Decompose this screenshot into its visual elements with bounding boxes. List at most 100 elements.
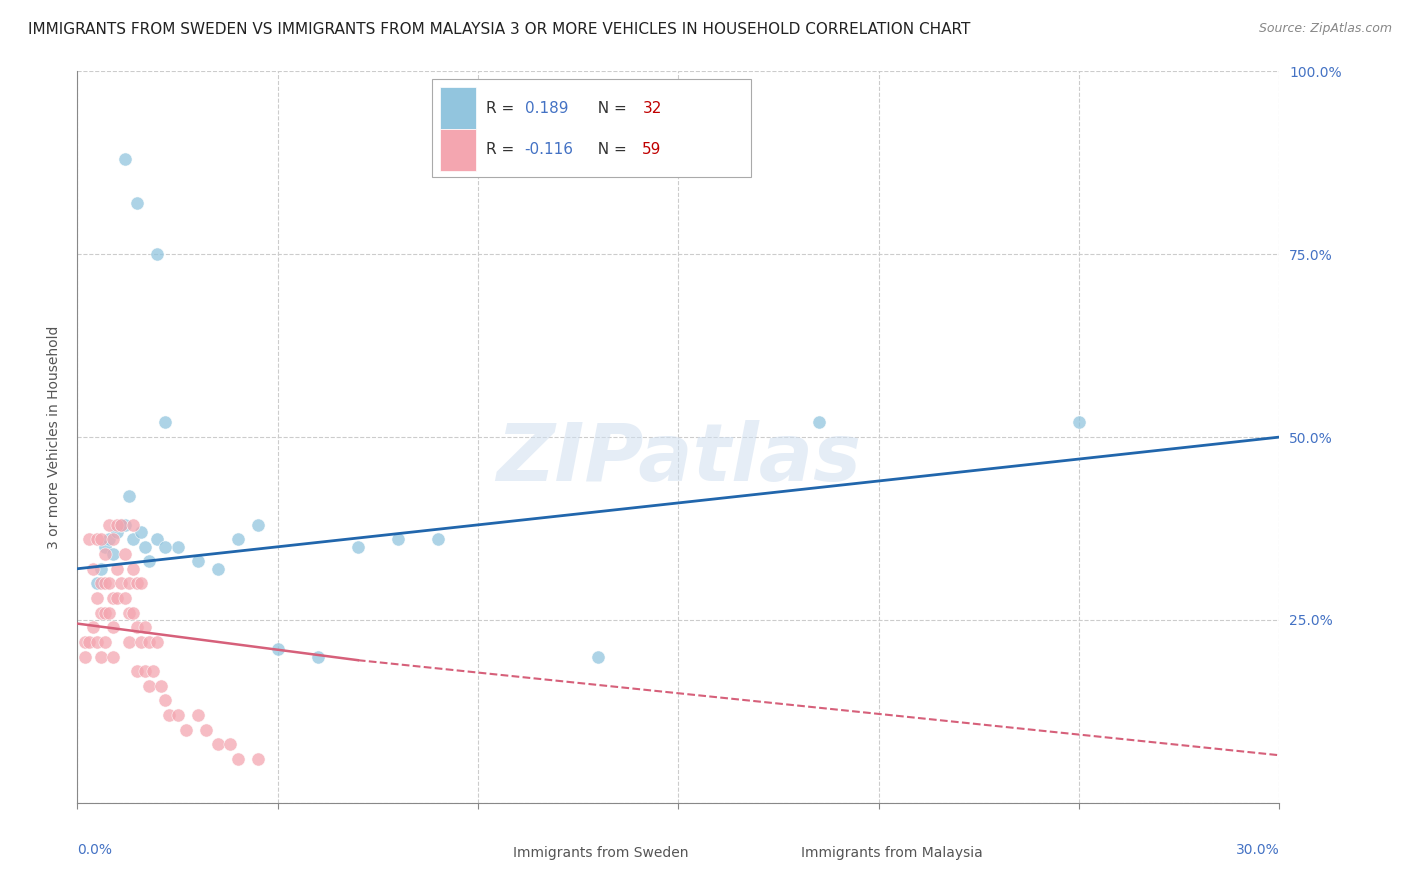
Point [307, 649, 329, 664]
Point [114, 152, 136, 166]
Point [131, 635, 153, 649]
Point [103, 591, 125, 605]
Point [146, 533, 169, 547]
Point [246, 752, 269, 766]
Point [122, 517, 145, 532]
Point [79, 533, 101, 547]
Point [86, 635, 108, 649]
Text: 59: 59 [643, 142, 662, 157]
Point [122, 562, 145, 576]
Point [114, 547, 136, 561]
Point [103, 649, 125, 664]
Text: N =: N = [588, 142, 631, 157]
Point [118, 489, 141, 503]
Point [94, 547, 117, 561]
Point [588, 649, 610, 664]
Text: R =: R = [486, 101, 519, 116]
Point [114, 517, 136, 532]
Point [159, 708, 181, 723]
Point [110, 576, 132, 591]
Point [94, 540, 117, 554]
Text: IMMIGRANTS FROM SWEDEN VS IMMIGRANTS FROM MALAYSIA 3 OR MORE VEHICLES IN HOUSEHO: IMMIGRANTS FROM SWEDEN VS IMMIGRANTS FRO… [28, 22, 970, 37]
Point [807, 416, 830, 430]
Point [107, 525, 129, 540]
Point [146, 247, 169, 261]
Point [75, 635, 97, 649]
Point [118, 606, 141, 620]
Point [127, 620, 149, 634]
Point [194, 723, 217, 737]
Point [86, 533, 108, 547]
Point [127, 576, 149, 591]
Text: N =: N = [588, 101, 631, 116]
FancyBboxPatch shape [440, 129, 477, 170]
Point [98, 606, 121, 620]
Point [155, 540, 177, 554]
Point [103, 547, 125, 561]
FancyBboxPatch shape [755, 838, 796, 866]
Point [86, 576, 108, 591]
FancyBboxPatch shape [440, 87, 477, 129]
Point [79, 635, 101, 649]
Point [226, 533, 249, 547]
Point [174, 723, 197, 737]
Point [131, 525, 153, 540]
Point [218, 737, 240, 751]
Point [155, 693, 177, 707]
Text: R =: R = [486, 142, 519, 157]
Point [118, 576, 141, 591]
Point [427, 533, 450, 547]
Y-axis label: 3 or more Vehicles in Household: 3 or more Vehicles in Household [48, 326, 62, 549]
Point [122, 533, 145, 547]
Point [94, 635, 117, 649]
Point [127, 664, 149, 678]
Point [122, 606, 145, 620]
Point [90, 576, 112, 591]
Point [347, 540, 370, 554]
Text: 0.0%: 0.0% [77, 843, 112, 857]
Point [186, 554, 209, 568]
Point [82, 562, 104, 576]
Point [114, 591, 136, 605]
Point [226, 752, 249, 766]
Point [94, 576, 117, 591]
Point [166, 708, 188, 723]
Point [131, 576, 153, 591]
Point [82, 620, 104, 634]
Point [166, 540, 188, 554]
Point [75, 649, 97, 664]
Text: 30.0%: 30.0% [1236, 843, 1279, 857]
Point [98, 517, 121, 532]
Point [267, 642, 290, 657]
Point [246, 517, 269, 532]
Point [155, 416, 177, 430]
Point [90, 649, 112, 664]
Point [134, 620, 156, 634]
Point [207, 562, 229, 576]
Point [1069, 416, 1091, 430]
Point [110, 517, 132, 532]
FancyBboxPatch shape [432, 78, 751, 178]
Point [90, 533, 112, 547]
Point [138, 635, 160, 649]
Point [146, 635, 169, 649]
Text: Source: ZipAtlas.com: Source: ZipAtlas.com [1258, 22, 1392, 36]
Point [90, 562, 112, 576]
Point [107, 517, 129, 532]
Point [90, 606, 112, 620]
Point [94, 606, 117, 620]
Point [98, 576, 121, 591]
Point [207, 737, 229, 751]
Point [98, 533, 121, 547]
Text: -0.116: -0.116 [524, 142, 574, 157]
FancyBboxPatch shape [467, 838, 508, 866]
Point [387, 533, 409, 547]
Point [107, 562, 129, 576]
Point [86, 591, 108, 605]
Point [110, 517, 132, 532]
Point [103, 620, 125, 634]
Point [138, 679, 160, 693]
Point [127, 196, 149, 211]
Text: Immigrants from Sweden: Immigrants from Sweden [513, 846, 688, 860]
Point [150, 679, 173, 693]
